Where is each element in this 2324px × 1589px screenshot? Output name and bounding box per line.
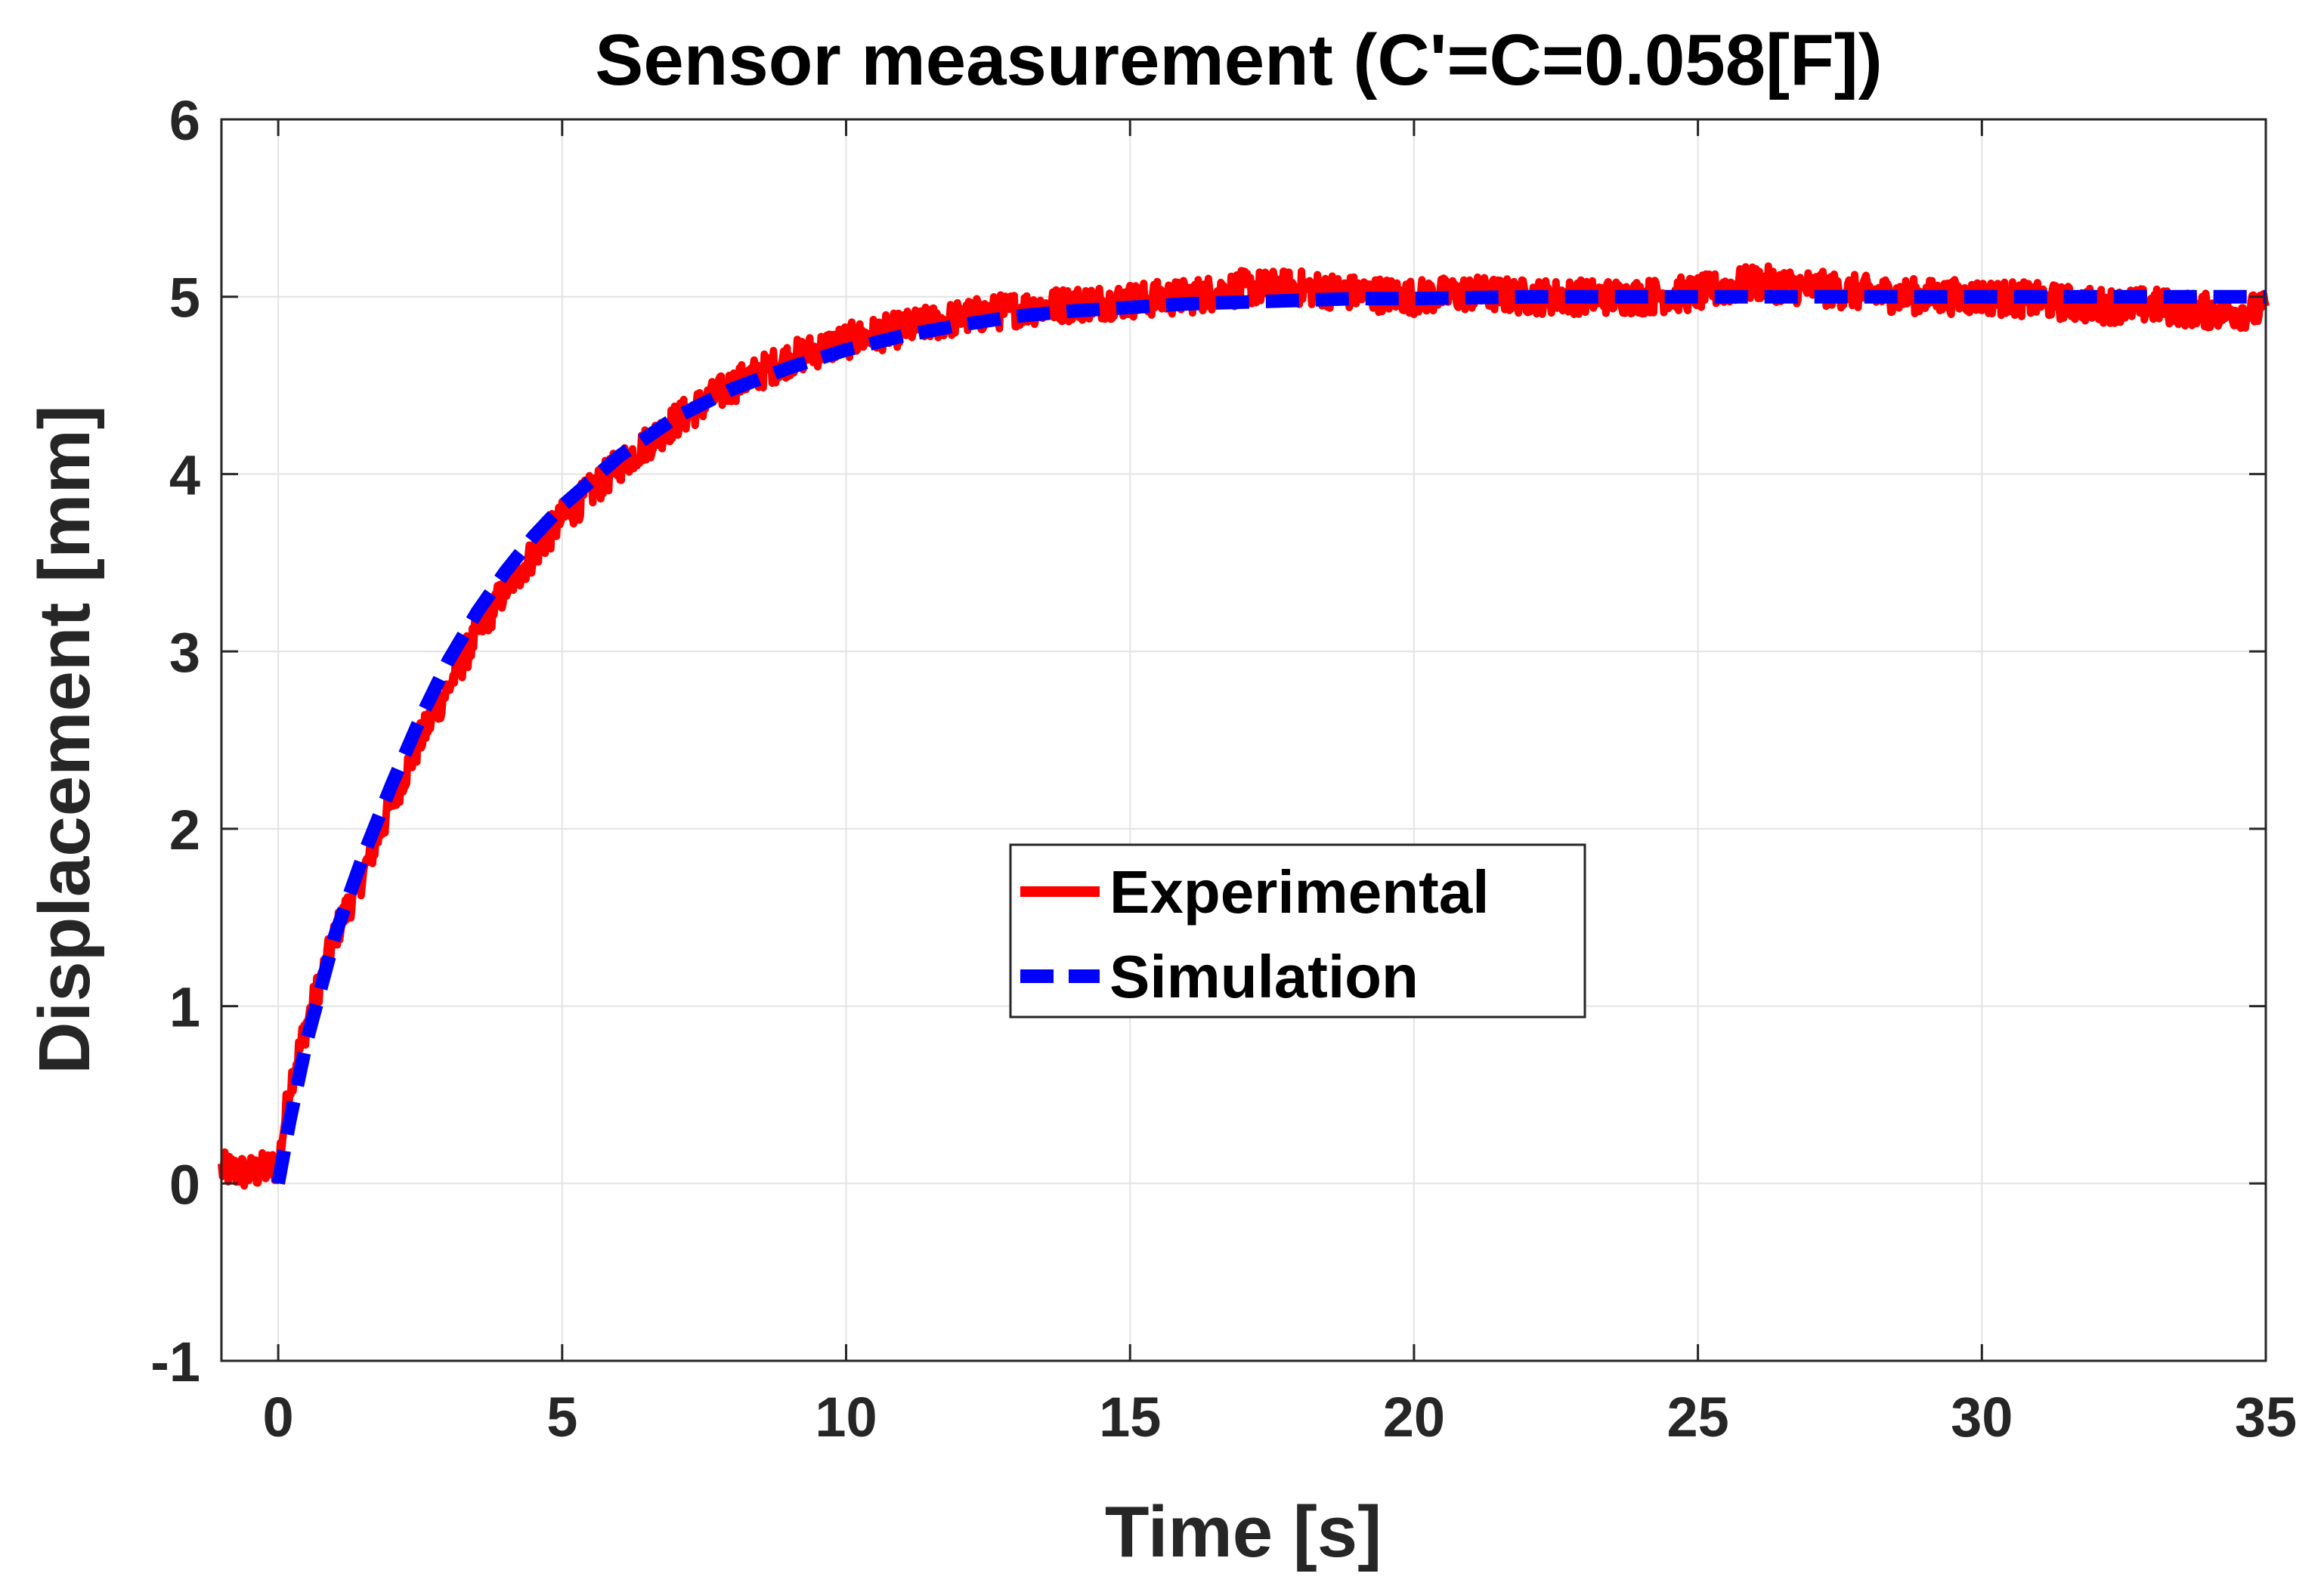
x-tick-label: 10 [815,1386,877,1448]
tick-labels: 0 5 10 15 20 25 30 35 -1 0 1 2 3 4 5 6 [150,89,2297,1448]
y-tick-label: 4 [169,444,200,506]
y-tick-label: 5 [169,267,200,329]
y-tick-label: 1 [169,976,200,1039]
legend: Experimental Simulation [1009,843,1586,1019]
x-tick-label: 5 [546,1386,577,1448]
x-tick-label: 30 [1951,1386,2013,1448]
experimental-line [218,262,2270,1190]
x-axis-label: Time [s] [1105,1492,1382,1572]
x-tick-label: 20 [1383,1386,1445,1448]
y-tick-label: 6 [169,89,200,152]
x-tick-label: 0 [263,1386,294,1448]
plot-frame [220,118,2267,1362]
y-tick-label: 0 [169,1153,200,1216]
series-layer [218,262,2270,1190]
tick-marks [221,118,2267,1362]
y-axis-label: Displacement [mm] [24,405,105,1074]
legend-label-simulation: Simulation [1109,943,1419,1010]
chart-title: Sensor measurement (C'=C=0.058[F]) [595,20,1882,100]
legend-box [1009,843,1586,1019]
x-tick-label: 35 [2235,1386,2297,1448]
legend-label-experimental: Experimental [1109,858,1489,926]
simulation-line [271,289,2266,1185]
x-tick-label: 25 [1666,1386,1728,1448]
y-tick-label: 3 [169,621,200,684]
x-tick-label: 15 [1099,1386,1161,1448]
y-tick-label: 2 [169,799,200,861]
y-tick-label: -1 [150,1331,200,1393]
